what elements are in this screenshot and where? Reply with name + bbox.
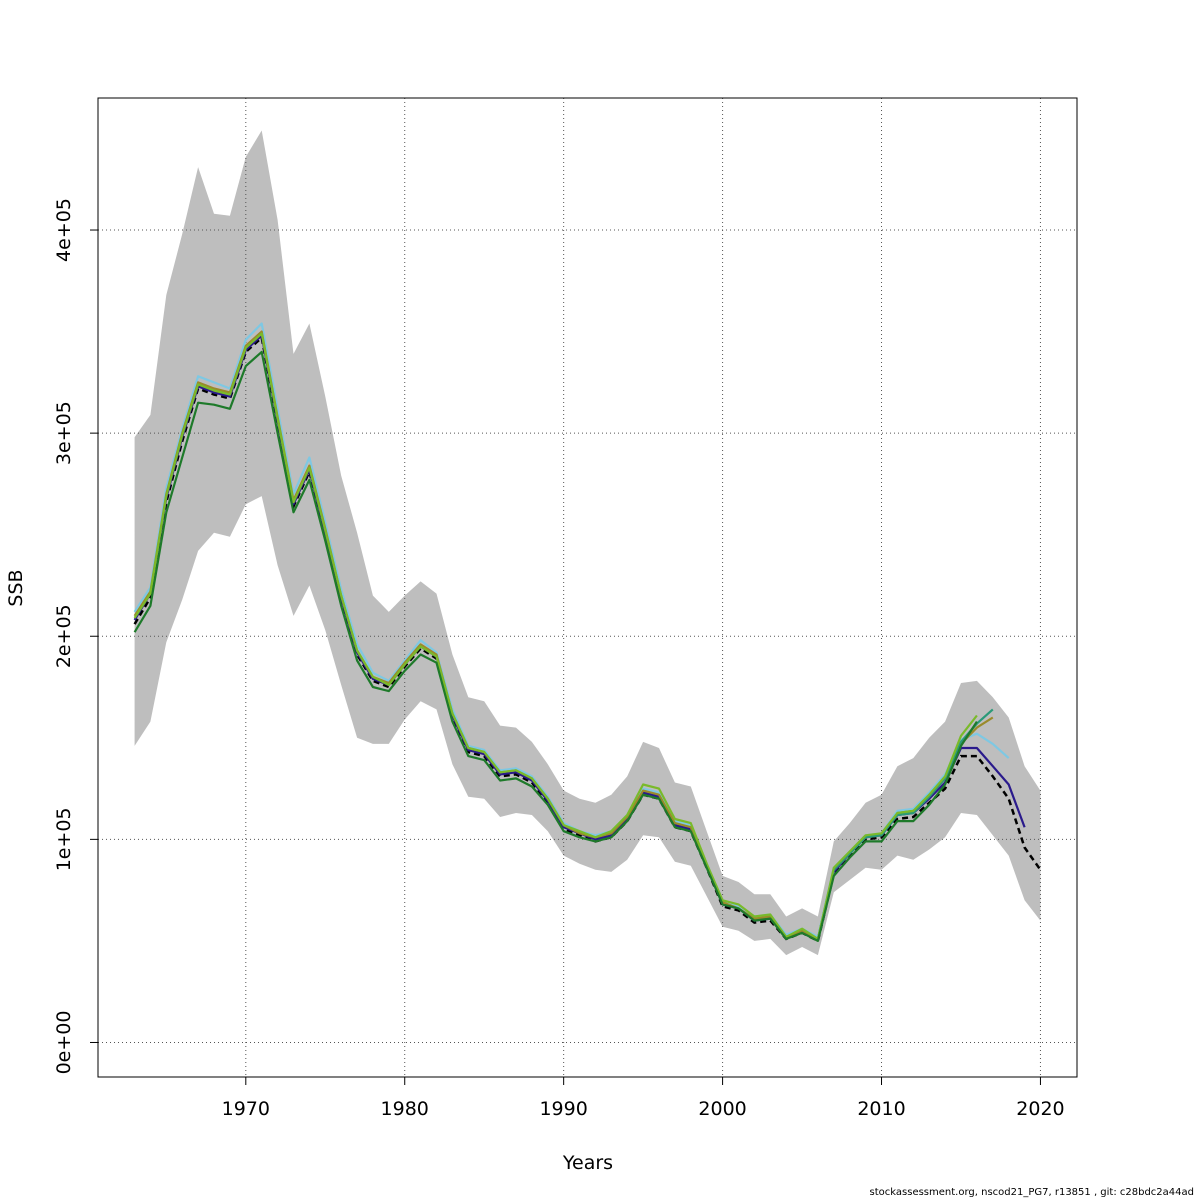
x-axis: 1970 1980 1990 2000 2010 2020 bbox=[222, 1077, 1065, 1120]
y-tick-label: 4e+05 bbox=[53, 198, 75, 262]
y-tick-label: 2e+05 bbox=[53, 604, 75, 668]
footer-credit: stockassessment.org, nscod21_PG7, r13851… bbox=[869, 1187, 1194, 1198]
y-axis: 0e+00 1e+05 2e+05 3e+05 4e+05 bbox=[53, 198, 98, 1074]
x-tick-label: 2020 bbox=[1016, 1098, 1064, 1120]
x-tick-label: 1970 bbox=[222, 1098, 270, 1120]
y-tick-label: 0e+00 bbox=[53, 1011, 75, 1075]
x-axis-title: Years bbox=[562, 1152, 613, 1174]
x-tick-label: 1980 bbox=[381, 1098, 429, 1120]
y-tick-label: 3e+05 bbox=[53, 401, 75, 465]
series-lines bbox=[133, 322, 1042, 943]
plot-frame bbox=[97, 97, 1078, 1078]
y-tick-label: 1e+05 bbox=[53, 807, 75, 871]
x-tick-label: 2010 bbox=[857, 1098, 905, 1120]
confidence-band-area bbox=[134, 130, 1041, 956]
series-line-teal bbox=[816, 708, 994, 940]
series-line-green bbox=[133, 350, 978, 942]
series-line-limegreen bbox=[133, 332, 978, 940]
y-axis-title: SSB bbox=[5, 569, 27, 606]
x-tick-label: 1990 bbox=[539, 1098, 587, 1120]
confidence-band bbox=[134, 130, 1041, 956]
x-tick-label: 2000 bbox=[698, 1098, 746, 1120]
